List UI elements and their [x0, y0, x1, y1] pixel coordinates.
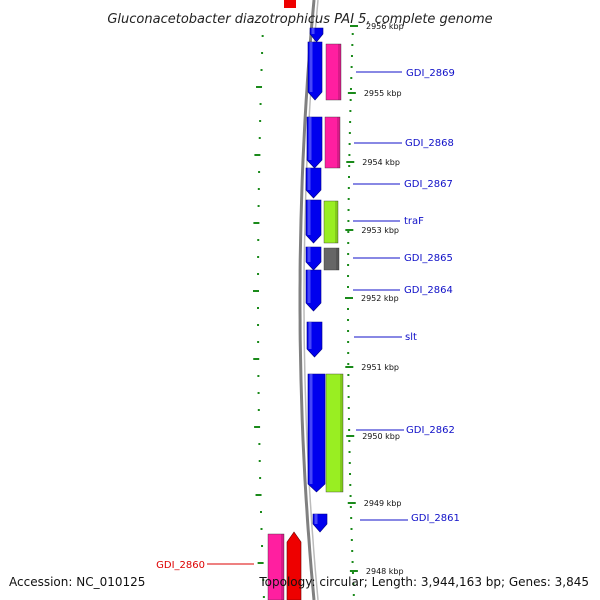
gene-label: GDI_2864	[404, 285, 453, 296]
gene-label: slt	[405, 332, 417, 343]
cds-top-shade	[311, 28, 315, 34]
gene-label: GDI_2867	[404, 179, 453, 190]
backbone-inner	[303, 0, 319, 600]
tick-label: 2956 kbp	[366, 22, 404, 31]
pink-feature-2869-edge	[338, 44, 341, 100]
gene-labels: GDI_2869 GDI_2868 GDI_2867 traF GDI_2865 GDI_…	[156, 68, 460, 571]
cds-traf-shade	[307, 200, 311, 235]
tick-label: 2955 kbp	[364, 89, 402, 98]
red-feature-top	[284, 0, 296, 8]
red-feature-2860	[286, 531, 302, 600]
tick-label: 2951 kbp	[361, 363, 399, 372]
ruler-dots	[253, 33, 355, 598]
tick-label: 2952 kbp	[361, 294, 399, 303]
lime-feature-traf	[323, 200, 339, 244]
tick-label: 2949 kbp	[364, 499, 402, 508]
pink-feature-2869	[325, 43, 342, 101]
gray-feature-2865-edge	[336, 248, 339, 270]
feature-track	[267, 0, 344, 600]
gene-label: GDI_2860	[156, 560, 205, 571]
cds-gdi-2862-shade	[309, 374, 313, 484]
pink-feature-2868-edge	[337, 117, 340, 168]
pink-feature-2860-edge	[281, 534, 284, 600]
gene-label: GDI_2861	[411, 513, 460, 524]
pink-feature-2868	[324, 116, 341, 169]
accession-text: Accession: NC_010125	[9, 575, 145, 589]
lime-feature-traf-edge	[335, 201, 338, 243]
cds-gdi-2867-shade	[307, 168, 311, 190]
backbone-outer	[298, 0, 316, 600]
gene-label: GDI_2868	[405, 138, 454, 149]
cds-gdi-2864-shade	[307, 270, 311, 303]
cds-gdi-2869-shade	[309, 42, 313, 92]
map-title: Gluconacetobacter diazotrophicus PAI 5, …	[107, 12, 492, 27]
cds-slt-shade	[308, 322, 312, 349]
cds-gdi-2865-shade	[307, 247, 311, 262]
gene-label: GDI_2869	[406, 68, 455, 79]
tick-label: 2953 kbp	[361, 226, 399, 235]
tick-label: 2948 kbp	[366, 567, 404, 576]
ruler-ticks: 2956 kbp 2955 kbp 2954 kbp 2953 kbp 2952 kbp…	[345, 22, 404, 576]
pink-feature-2860	[267, 533, 285, 600]
tick-label: 2954 kbp	[362, 158, 400, 167]
genome-summary-text: Topology: circular; Length: 3,944,163 bp…	[258, 575, 589, 589]
gene-label: traF	[404, 216, 424, 227]
backbone	[298, 0, 319, 600]
cds-gdi-2868-shade	[308, 117, 312, 160]
tick-label: 2950 kbp	[362, 432, 400, 441]
gray-feature-2865	[323, 247, 340, 271]
lime-feature-2862-edge	[340, 374, 343, 492]
cds-gdi-2861-shade	[314, 514, 318, 524]
gene-label: GDI_2865	[404, 253, 453, 264]
gene-label: GDI_2862	[406, 425, 455, 436]
lime-feature-2862	[325, 373, 344, 493]
